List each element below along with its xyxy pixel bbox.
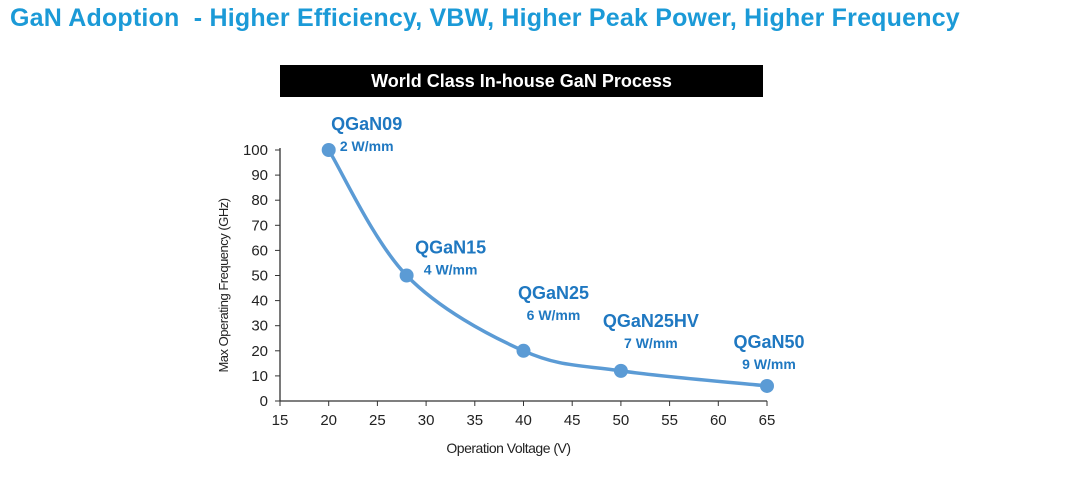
point-name-label: QGaN15 (415, 238, 486, 258)
x-tick-label: 65 (759, 412, 776, 429)
y-tick-label: 0 (260, 393, 268, 410)
point-power-label: 9 W/mm (742, 356, 796, 372)
x-axis-label: Operation Voltage (V) (446, 440, 570, 456)
y-tick-label: 80 (251, 192, 268, 209)
point-name-label: QGaN25HV (603, 311, 699, 331)
point-power-label: 4 W/mm (424, 262, 478, 278)
data-point (760, 378, 774, 393)
point-name-label: QGaN50 (733, 332, 804, 352)
x-tick-label: 50 (613, 412, 630, 429)
x-tick-label: 35 (466, 412, 483, 429)
x-tick-label: 20 (320, 412, 337, 429)
y-tick-label: 30 (251, 318, 268, 335)
point-name-label: QGaN09 (331, 114, 402, 134)
y-tick-label: 50 (251, 268, 268, 285)
data-point (613, 363, 628, 378)
x-tick-label: 30 (418, 412, 435, 429)
x-tick-label: 45 (564, 412, 581, 429)
point-name-label: QGaN25 (518, 283, 589, 303)
point-power-label: 2 W/mm (340, 138, 394, 154)
y-tick-label: 100 (243, 142, 268, 159)
y-tick-label: 90 (251, 167, 268, 184)
x-tick-label: 60 (710, 412, 727, 429)
data-point (399, 268, 414, 283)
x-tick-label: 55 (661, 412, 678, 429)
y-tick-label: 70 (251, 217, 268, 234)
point-power-label: 7 W/mm (624, 335, 678, 351)
data-point (321, 143, 336, 157)
series-line (327, 149, 768, 388)
y-axis-label: Max Operating Frequency (GHz) (216, 198, 231, 372)
x-tick-label: 15 (272, 412, 289, 429)
point-power-label: 6 W/mm (527, 307, 581, 323)
y-tick-label: 60 (251, 242, 268, 259)
x-tick-label: 40 (515, 412, 532, 429)
chart-banner: World Class In-house GaN Process (280, 65, 763, 97)
y-tick-label: 10 (251, 368, 268, 385)
page-title: GaN Adoption - Higher Efficiency, VBW, H… (10, 4, 960, 32)
y-tick-label: 20 (251, 343, 268, 360)
data-point (516, 343, 531, 358)
x-tick-label: 25 (369, 412, 386, 429)
y-tick-label: 40 (251, 293, 268, 310)
